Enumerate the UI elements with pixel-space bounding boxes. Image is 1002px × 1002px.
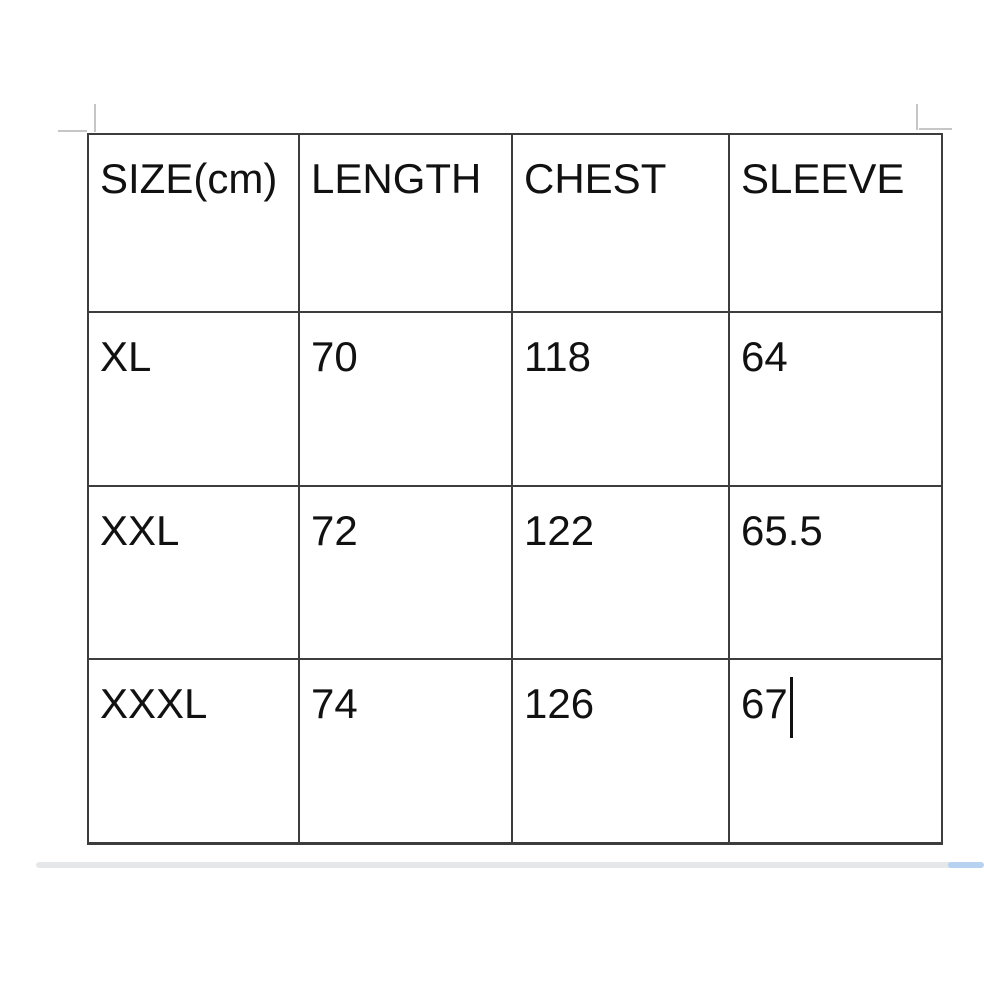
text-caret: [790, 677, 793, 738]
text-boundary-mark-top-left-horizontal: [58, 130, 87, 132]
cell-text: 72: [311, 507, 358, 554]
cell-sleeve-xxxl[interactable]: 67: [730, 660, 941, 842]
cell-size-xl[interactable]: XL: [89, 313, 300, 487]
cell-text: 122: [524, 507, 595, 554]
cell-text: XL: [100, 333, 152, 380]
cell-length-xxxl[interactable]: 74: [300, 660, 513, 842]
size-chart-table: SIZE(cm) LENGTH CHEST SLEEVE XL 70 118 6…: [87, 133, 943, 845]
cell-length-xl[interactable]: 70: [300, 313, 513, 487]
cell-text: XXL: [100, 507, 180, 554]
header-label-sleeve: SLEEVE: [741, 155, 905, 202]
horizontal-scrollbar-track[interactable]: [36, 862, 984, 868]
cell-text: XXXL: [100, 680, 208, 727]
cell-chest-xxxl[interactable]: 126: [513, 660, 730, 842]
cell-text: 65.5: [741, 507, 823, 554]
header-label-chest: CHEST: [524, 155, 667, 202]
cell-sleeve-xl[interactable]: 64: [730, 313, 941, 487]
cell-sleeve-xxl[interactable]: 65.5: [730, 487, 941, 660]
horizontal-scrollbar-thumb[interactable]: [948, 862, 984, 868]
text-boundary-mark-top-right-horizontal: [919, 128, 952, 130]
cell-text: 118: [524, 333, 591, 380]
cell-length-xxl[interactable]: 72: [300, 487, 513, 660]
header-label-length: LENGTH: [311, 155, 482, 202]
cell-chest-xl[interactable]: 118: [513, 313, 730, 487]
header-label-size: SIZE(cm): [100, 155, 278, 202]
text-boundary-mark-top-left-vertical: [94, 104, 96, 132]
header-cell-chest[interactable]: CHEST: [513, 135, 730, 313]
cell-text: 70: [311, 333, 358, 380]
cell-size-xxxl[interactable]: XXXL: [89, 660, 300, 842]
cell-chest-xxl[interactable]: 122: [513, 487, 730, 660]
cell-text: 67: [741, 680, 788, 727]
cell-text: 64: [741, 333, 788, 380]
header-cell-size[interactable]: SIZE(cm): [89, 135, 300, 313]
text-boundary-mark-top-right-vertical: [916, 104, 918, 130]
header-cell-sleeve[interactable]: SLEEVE: [730, 135, 941, 313]
cell-text: 74: [311, 680, 358, 727]
cell-size-xxl[interactable]: XXL: [89, 487, 300, 660]
header-cell-length[interactable]: LENGTH: [300, 135, 513, 313]
cell-text: 126: [524, 680, 595, 727]
